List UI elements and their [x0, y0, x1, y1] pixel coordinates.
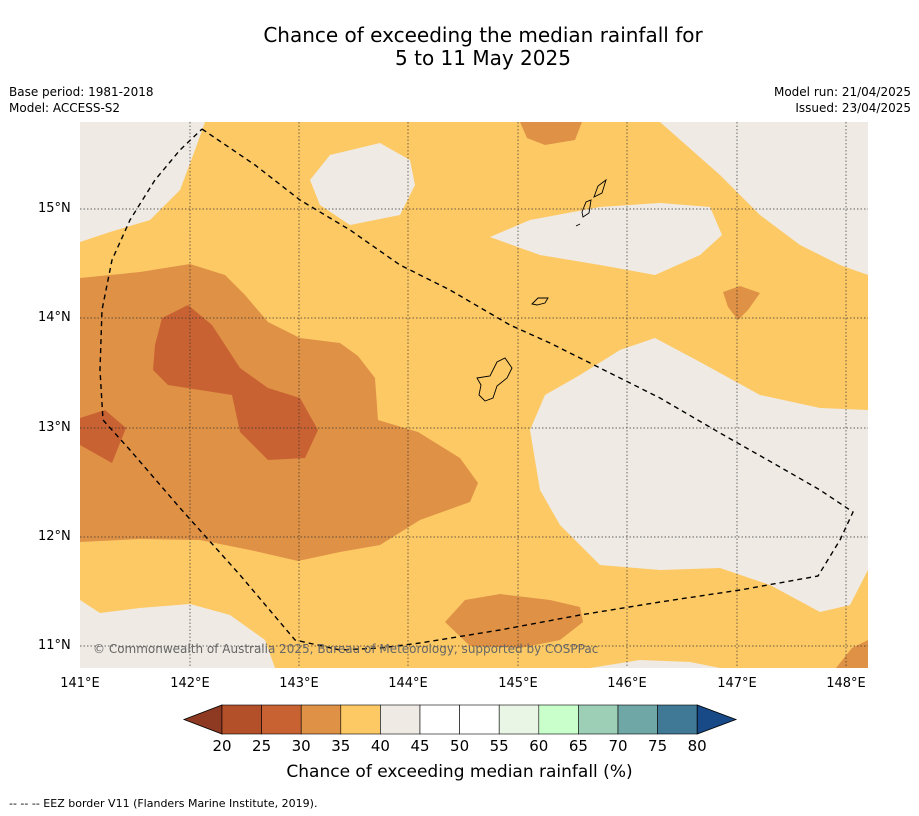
- island-outlines: [476, 178, 607, 402]
- colorbar-over-arrow: [696, 704, 738, 735]
- lon-label-145e: 145°E: [498, 676, 538, 691]
- colorbar-segment-40-45: [380, 704, 421, 735]
- eez-border: [99, 128, 854, 651]
- chart-title-line1: Chance of exceeding the median rainfall …: [263, 23, 703, 47]
- contour-30-35-south: [445, 594, 583, 648]
- lon-label-147e: 147°E: [717, 676, 757, 691]
- lon-label-141e: 141°E: [60, 676, 100, 691]
- eez-legend-note: -- -- -- EEZ border V11 (Flanders Marine…: [9, 797, 318, 810]
- colorbar-segment-20-25: [221, 704, 262, 735]
- contour-40-45-northeast: [660, 122, 868, 275]
- colorbar-segment-50-55: [459, 704, 500, 735]
- guam-island: [476, 357, 513, 402]
- colorbar-tick-35: 35: [331, 737, 351, 755]
- contour-40-45-east: [530, 338, 868, 612]
- copyright-text: © Commonwealth of Australia 2025, Bureau…: [93, 642, 599, 656]
- colorbar-tick-45: 45: [410, 737, 430, 755]
- lat-label-15n: 15°N: [38, 201, 71, 216]
- saipan-island: [593, 178, 607, 198]
- rota-island: [531, 297, 549, 306]
- colorbar-segment-70-75: [617, 704, 658, 735]
- colorbar-segment-35-40: [340, 704, 381, 735]
- contour-40-45-south: [590, 660, 720, 668]
- lat-label-11n: 11°N: [38, 638, 71, 653]
- colorbar-segment-60-65: [538, 704, 579, 735]
- model-run-text: Model run: 21/04/2025: [773, 85, 911, 99]
- lon-label-142e: 142°E: [170, 676, 210, 691]
- lon-label-148e: 148°E: [826, 676, 866, 691]
- colorbar-segment-45-50: [419, 704, 460, 735]
- lon-label-143e: 143°E: [279, 676, 319, 691]
- colorbar-title: Chance of exceeding median rainfall (%): [286, 762, 633, 782]
- contour-30-35-small-cell: [723, 286, 760, 320]
- colorbar-segment-65-70: [578, 704, 619, 735]
- colorbar-tick-65: 65: [568, 737, 588, 755]
- colorbar-tick-70: 70: [608, 737, 628, 755]
- colorbar-tick-55: 55: [489, 737, 509, 755]
- contour-40-45-southwest: [80, 600, 275, 668]
- colorbar-tick-50: 50: [450, 737, 470, 755]
- contour-40-45-north-cell: [310, 143, 415, 225]
- colorbar: [182, 704, 738, 735]
- base-period-text: Base period: 1981-2018: [9, 85, 154, 99]
- colorbar-tick-75: 75: [648, 737, 668, 755]
- colorbar-segment-75-80: [657, 704, 698, 735]
- colorbar-tick-20: 20: [212, 737, 232, 755]
- gridlines: [80, 122, 868, 668]
- contour-30-35-southeast: [836, 640, 868, 668]
- colorbar-segment-25-30: [261, 704, 302, 735]
- contour-25-30-core: [153, 305, 318, 460]
- lat-label-13n: 13°N: [38, 420, 71, 435]
- colorbar-tick-80: 80: [687, 737, 707, 755]
- lon-label-144e: 144°E: [388, 676, 428, 691]
- probability-contours: [80, 122, 868, 668]
- contour-25-30-west-edge: [80, 410, 126, 463]
- contour-40-45-northwest: [80, 122, 205, 242]
- lon-label-146e: 146°E: [607, 676, 647, 691]
- lat-label-14n: 14°N: [38, 310, 71, 325]
- colorbar-tick-25: 25: [252, 737, 272, 755]
- colorbar-under-arrow: [182, 704, 223, 735]
- colorbar-tick-60: 60: [529, 737, 549, 755]
- model-text: Model: ACCESS-S2: [9, 101, 121, 115]
- tinian-island: [581, 199, 592, 218]
- colorbar-segment-30-35: [300, 704, 342, 735]
- contour-40-45-mid-band: [490, 203, 722, 275]
- colorbar-segment-55-60: [498, 704, 540, 735]
- issued-text: Issued: 23/04/2025: [795, 101, 911, 115]
- contour-30-35-north: [520, 122, 582, 145]
- colorbar-tick-40: 40: [370, 737, 390, 755]
- aguijan-island: [575, 223, 581, 227]
- colorbar-tick-30: 30: [291, 737, 311, 755]
- chart-title-line2: 5 to 11 May 2025: [395, 46, 571, 70]
- lat-label-12n: 12°N: [38, 529, 71, 544]
